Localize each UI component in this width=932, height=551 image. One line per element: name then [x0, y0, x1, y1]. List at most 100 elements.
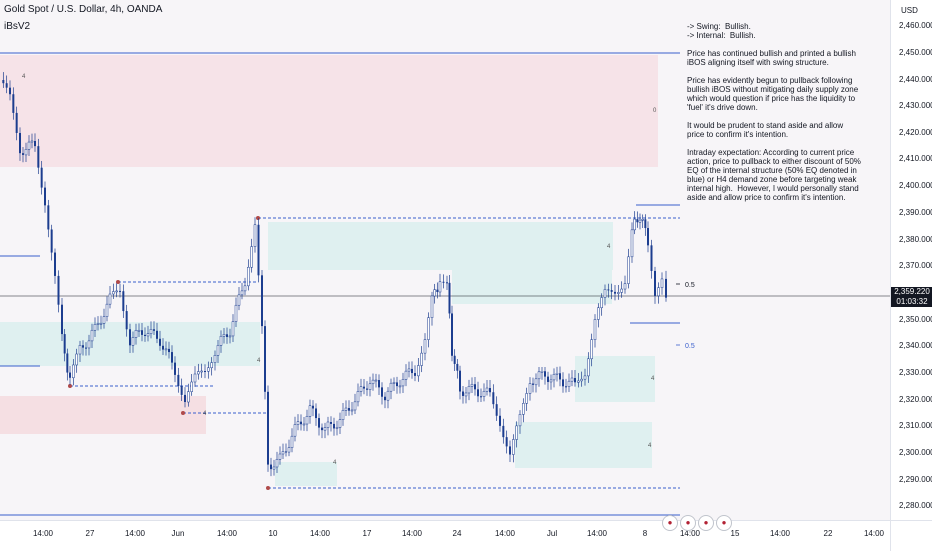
time-tick-label: 14:00 — [494, 529, 516, 538]
currency-label[interactable]: USD — [901, 6, 918, 15]
candle-body — [480, 396, 482, 398]
time-axis[interactable]: 14:00 27 14:00 Jun 14:00 10 14:00 17 14:00 24 14:0… — [0, 520, 890, 551]
candle-body — [547, 376, 549, 382]
chart-legend[interactable]: Gold Spot / U.S. Dollar, 4h, OANDA iBsV2 — [4, 4, 162, 32]
note-paragraph: Price has continued bullish and printed … — [687, 49, 859, 67]
candle-body — [99, 323, 103, 325]
candle-body — [359, 386, 363, 392]
candle-body — [34, 140, 36, 147]
demand-zone — [452, 270, 612, 304]
chart-area[interactable]: 4 4 4 4 4 4 4 0 0.5 0.5 Gold Spot / U.S.… — [0, 0, 890, 520]
candle-body — [308, 405, 312, 417]
candle-body — [617, 292, 620, 294]
us-flag-icon[interactable]: ● — [662, 515, 678, 531]
candle-body — [540, 371, 544, 373]
candle-body — [54, 252, 56, 276]
us-flag-icon[interactable]: ● — [716, 515, 732, 531]
candle-body — [12, 94, 15, 113]
candle-body — [137, 329, 141, 332]
candle-body — [398, 385, 402, 388]
candle-body — [96, 323, 100, 325]
candle-body — [234, 304, 238, 322]
candle-body — [436, 289, 439, 292]
candle-body — [392, 382, 396, 384]
candle-body — [371, 379, 375, 385]
candle-body — [600, 297, 603, 309]
candle-body — [411, 368, 413, 374]
analysis-note[interactable]: -> Swing: Bullish. -> Internal: Bullish.… — [687, 22, 862, 202]
candle-body — [477, 389, 479, 397]
candle-body — [69, 372, 71, 378]
candle-body — [287, 447, 291, 453]
current-price-value: 2,359.220 — [894, 287, 930, 296]
indicator-label[interactable]: iBsV2 — [4, 21, 31, 32]
candle-body — [396, 382, 398, 387]
swing-point — [116, 280, 120, 284]
candle-body — [312, 405, 314, 409]
candle-body — [534, 378, 538, 386]
candle-body — [141, 330, 143, 335]
us-flag-icon[interactable]: ● — [680, 515, 696, 531]
candle-body — [603, 289, 607, 298]
candle-body — [366, 388, 368, 390]
price-chart[interactable]: 4 4 4 4 4 4 4 0 0.5 0.5 — [0, 0, 890, 520]
candle-body — [565, 386, 567, 388]
candle-body — [407, 368, 411, 372]
us-flag-icon[interactable]: ● — [698, 515, 714, 531]
price-tick-label: 2,370.000 — [899, 261, 932, 270]
candle-body — [633, 218, 636, 231]
price-axis[interactable]: USD 2,460.000 2,450.000 2,440.000 2,430.000… — [890, 0, 932, 520]
note-paragraph: Intraday expectation: According to curre… — [687, 148, 864, 202]
countdown-timer: 01:03:32 — [896, 297, 928, 306]
candle-body — [180, 385, 183, 395]
candle-body — [177, 374, 180, 386]
candle-body — [401, 379, 405, 387]
candle-body — [63, 334, 66, 354]
candle-body — [489, 388, 491, 393]
candle-body — [231, 321, 235, 337]
candle-body — [44, 187, 46, 206]
candle-body — [350, 409, 354, 412]
candle-body — [638, 219, 642, 223]
symbol-title[interactable]: Gold Spot / U.S. Dollar, 4h, OANDA — [4, 4, 163, 15]
candle-body — [384, 396, 386, 401]
candle-body — [459, 370, 461, 392]
candle-body — [144, 334, 146, 336]
candle-body — [607, 289, 610, 291]
zone-mark: 4 — [333, 460, 337, 466]
candle-body — [492, 392, 495, 405]
candle-body — [593, 319, 597, 340]
candle-body — [474, 384, 476, 390]
candle-body — [512, 439, 515, 455]
candle-body — [61, 304, 63, 335]
candle-body — [204, 370, 206, 372]
candle-body — [272, 466, 276, 470]
price-tick-label: 2,400.000 — [899, 181, 932, 190]
candle-body — [122, 291, 125, 312]
candle-body — [423, 339, 427, 354]
candle-body — [90, 329, 94, 342]
price-tick-label: 2,460.000 — [899, 21, 932, 30]
candle-body — [296, 421, 300, 425]
candle-body — [485, 387, 489, 392]
price-tick-label: 2,340.000 — [899, 341, 932, 350]
candle-body — [216, 345, 220, 356]
candle-body — [315, 408, 317, 419]
candle-body — [580, 378, 583, 382]
price-tick-label: 2,350.000 — [899, 315, 932, 324]
price-tick-label: 2,450.000 — [899, 48, 932, 57]
candle-body — [657, 287, 660, 297]
candle-body — [125, 311, 128, 330]
price-tick-label: 2,290.000 — [899, 475, 932, 484]
time-tick-label: 14:00 — [586, 529, 608, 538]
candle-body — [414, 373, 416, 376]
candle-body — [374, 379, 378, 382]
candle-body — [532, 383, 534, 385]
candle-body — [537, 371, 541, 380]
zone-mark: 4 — [607, 244, 611, 250]
candle-body — [184, 394, 186, 403]
candle-body — [470, 383, 474, 387]
candle-body — [660, 278, 664, 288]
fib-label-upper: 0.5 — [685, 282, 695, 289]
candle-body — [433, 289, 436, 297]
